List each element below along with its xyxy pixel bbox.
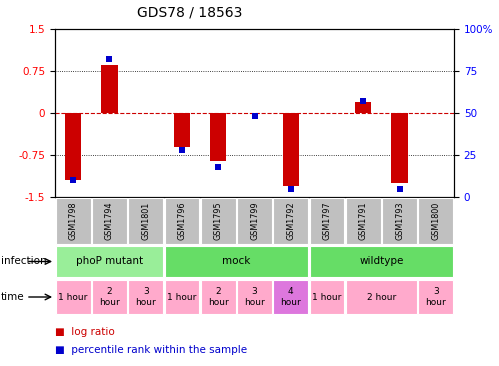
Bar [128, 280, 163, 314]
Text: GSM1791: GSM1791 [359, 202, 368, 240]
Text: GSM1798: GSM1798 [69, 202, 78, 240]
Bar [92, 280, 127, 314]
Text: time: time [1, 292, 24, 302]
Bar [165, 198, 200, 244]
Bar [65, 113, 81, 180]
Bar [282, 113, 299, 186]
Text: GSM1795: GSM1795 [214, 202, 223, 240]
Bar [174, 113, 190, 147]
Bar [56, 198, 90, 244]
Text: mock: mock [222, 257, 250, 266]
Bar [310, 280, 344, 314]
Text: 1 hour: 1 hour [312, 292, 342, 302]
Text: GSM1793: GSM1793 [395, 202, 404, 240]
Text: 2
hour: 2 hour [208, 287, 229, 307]
Text: GSM1794: GSM1794 [105, 202, 114, 240]
Bar [56, 246, 163, 277]
Text: wildtype: wildtype [359, 257, 404, 266]
Bar [92, 198, 127, 244]
Bar [355, 102, 371, 113]
Bar [346, 280, 417, 314]
Bar [201, 280, 236, 314]
Bar [165, 280, 200, 314]
Text: ■  log ratio: ■ log ratio [55, 327, 115, 337]
Text: GSM1797: GSM1797 [322, 202, 331, 240]
Bar [237, 280, 272, 314]
Text: infection: infection [1, 257, 46, 266]
Bar [101, 66, 118, 113]
Bar [382, 198, 417, 244]
Text: GSM1796: GSM1796 [178, 202, 187, 240]
Bar [419, 280, 453, 314]
Bar [128, 198, 163, 244]
Text: ■  percentile rank within the sample: ■ percentile rank within the sample [55, 345, 247, 355]
Bar [419, 198, 453, 244]
Bar [310, 246, 453, 277]
Bar [310, 198, 344, 244]
Text: 2
hour: 2 hour [99, 287, 120, 307]
Text: 2 hour: 2 hour [367, 292, 396, 302]
Bar [273, 198, 308, 244]
Text: GSM1801: GSM1801 [141, 202, 150, 240]
Text: GSM1800: GSM1800 [431, 202, 440, 240]
Text: GDS78 / 18563: GDS78 / 18563 [137, 5, 243, 19]
Text: 1 hour: 1 hour [167, 292, 197, 302]
Text: 3
hour: 3 hour [244, 287, 265, 307]
Text: GSM1792: GSM1792 [286, 202, 295, 240]
Bar [201, 198, 236, 244]
Text: 1 hour: 1 hour [58, 292, 88, 302]
Text: GSM1799: GSM1799 [250, 202, 259, 240]
Bar [391, 113, 408, 183]
Text: 3
hour: 3 hour [426, 287, 446, 307]
Text: 3
hour: 3 hour [135, 287, 156, 307]
Bar [165, 246, 308, 277]
Bar [210, 113, 227, 161]
Text: 4
hour: 4 hour [280, 287, 301, 307]
Bar [273, 280, 308, 314]
Bar [237, 198, 272, 244]
Bar [56, 280, 90, 314]
Bar [346, 198, 381, 244]
Text: phoP mutant: phoP mutant [76, 257, 143, 266]
